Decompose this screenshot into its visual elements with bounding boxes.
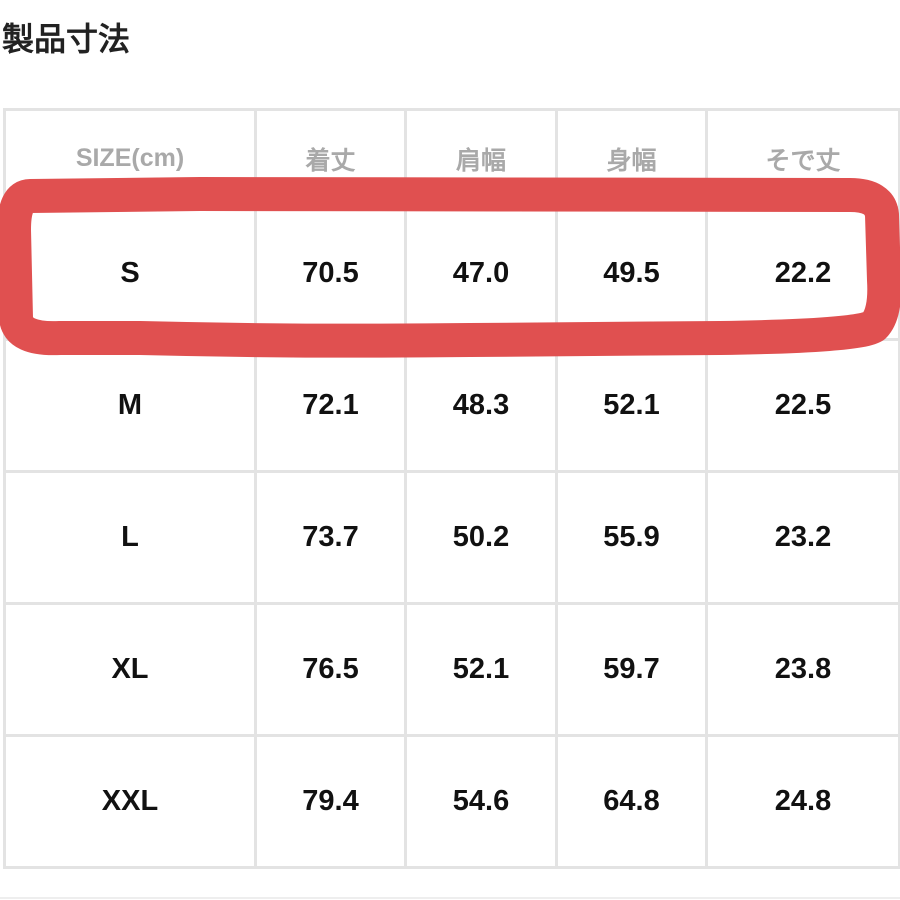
measurement-cell: 73.7 <box>254 470 407 605</box>
measurement-cell: 64.8 <box>555 734 708 869</box>
measurement-cell: 48.3 <box>404 338 558 473</box>
table-row: M 72.1 48.3 52.1 22.5 <box>3 338 900 473</box>
table-row: XL 76.5 52.1 59.7 23.8 <box>3 602 900 737</box>
size-table: SIZE(cm) 着丈 肩幅 身幅 そで丈 S 70.5 47.0 49.5 22.2 M… <box>3 108 900 869</box>
table-header-row: SIZE(cm) 着丈 肩幅 身幅 そで丈 <box>3 108 900 209</box>
measurement-cell: 54.6 <box>404 734 558 869</box>
header-sleeve: そで丈 <box>705 108 900 209</box>
page-title: 製品寸法 <box>2 21 131 57</box>
divider <box>0 897 900 899</box>
measurement-cell: 59.7 <box>555 602 708 737</box>
header-chest: 身幅 <box>555 108 708 209</box>
table-row: L 73.7 50.2 55.9 23.2 <box>3 470 900 605</box>
size-label: S <box>3 206 257 341</box>
size-label: XL <box>3 602 257 737</box>
measurement-cell: 72.1 <box>254 338 407 473</box>
header-length: 着丈 <box>254 108 407 209</box>
size-label: XXL <box>3 734 257 869</box>
measurement-cell: 49.5 <box>555 206 708 341</box>
measurement-cell: 23.2 <box>705 470 900 605</box>
measurement-cell: 52.1 <box>555 338 708 473</box>
table-row: XXL 79.4 54.6 64.8 24.8 <box>3 734 900 869</box>
measurement-cell: 47.0 <box>404 206 558 341</box>
table-row: S 70.5 47.0 49.5 22.2 <box>3 206 900 341</box>
size-label: L <box>3 470 257 605</box>
measurement-cell: 55.9 <box>555 470 708 605</box>
measurement-cell: 22.2 <box>705 206 900 341</box>
size-label: M <box>3 338 257 473</box>
measurement-cell: 79.4 <box>254 734 407 869</box>
measurement-cell: 50.2 <box>404 470 558 605</box>
measurement-cell: 22.5 <box>705 338 900 473</box>
measurement-cell: 52.1 <box>404 602 558 737</box>
header-size: SIZE(cm) <box>3 108 257 209</box>
measurement-cell: 23.8 <box>705 602 900 737</box>
measurement-cell: 70.5 <box>254 206 407 341</box>
measurement-cell: 24.8 <box>705 734 900 869</box>
measurement-cell: 76.5 <box>254 602 407 737</box>
header-shoulder: 肩幅 <box>404 108 558 209</box>
